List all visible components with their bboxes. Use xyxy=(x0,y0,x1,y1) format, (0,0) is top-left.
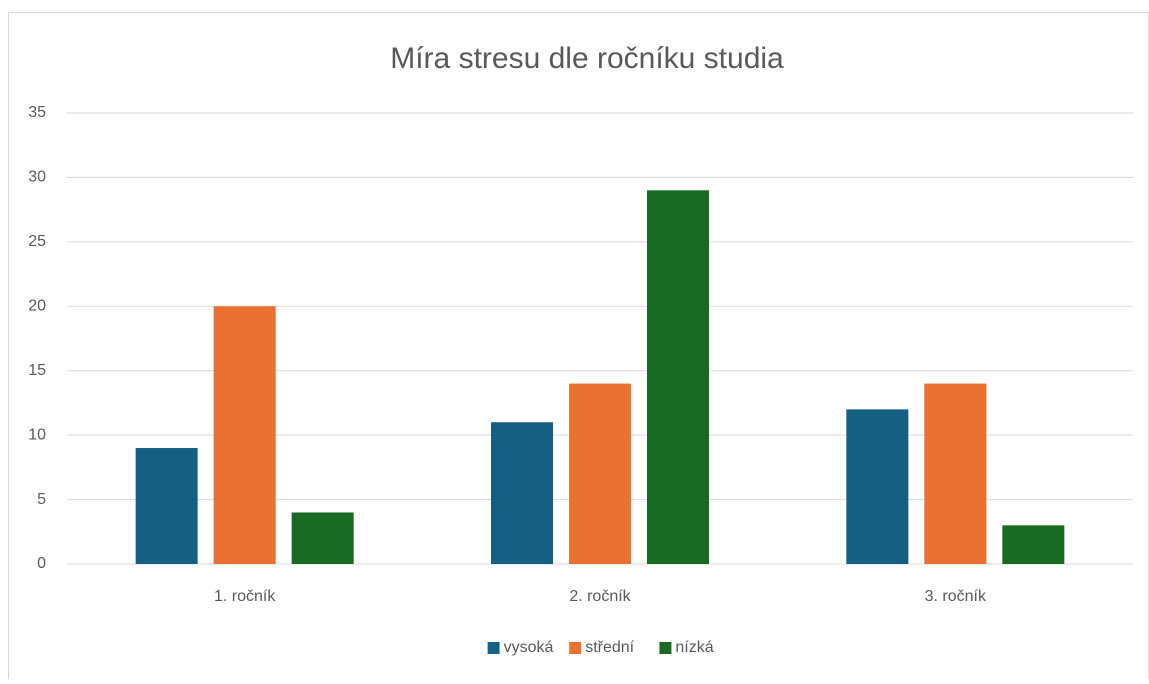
bar xyxy=(846,409,909,564)
bar xyxy=(291,512,354,564)
y-tick-label: 10 xyxy=(28,426,46,443)
y-tick-label: 5 xyxy=(37,491,46,508)
x-tick-label: 2. ročník xyxy=(569,588,631,605)
y-tick-label: 20 xyxy=(28,298,46,315)
bar xyxy=(924,383,987,564)
x-tick-label: 1. ročník xyxy=(214,588,276,605)
y-tick-label: 25 xyxy=(28,233,46,250)
legend-label: nízká xyxy=(675,639,713,656)
legend-swatch xyxy=(569,642,582,654)
bar xyxy=(1002,525,1065,564)
legend-swatch xyxy=(487,642,500,654)
legend-label: střední xyxy=(585,639,634,656)
chart-border xyxy=(8,12,1149,683)
bar xyxy=(569,383,631,564)
y-tick-label: 0 xyxy=(37,555,46,572)
bar xyxy=(491,422,553,564)
x-tick-label: 3. ročník xyxy=(925,588,987,605)
y-tick-label: 35 xyxy=(28,104,46,121)
legend-swatch xyxy=(659,642,672,654)
bar xyxy=(647,190,709,565)
bar xyxy=(135,448,198,564)
chart-title: Míra stresu dle ročníku studia xyxy=(390,42,784,75)
bar xyxy=(213,306,276,564)
y-tick-label: 30 xyxy=(28,169,46,186)
legend-label: vysoká xyxy=(504,639,554,656)
y-tick-label: 15 xyxy=(28,362,46,379)
